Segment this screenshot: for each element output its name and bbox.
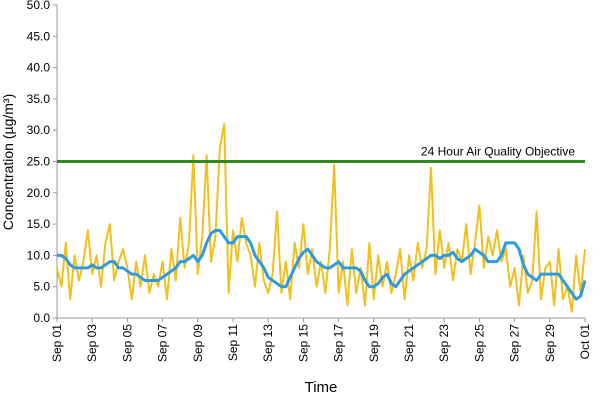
y-tick-label: 45.0 bbox=[27, 29, 51, 43]
x-tick-label: Sep 29 bbox=[543, 324, 557, 362]
y-tick-label: 40.0 bbox=[27, 61, 51, 75]
x-tick-label: Sep 13 bbox=[261, 324, 275, 362]
x-tick-label: Sep 11 bbox=[226, 324, 240, 361]
x-tick-label: Sep 01 bbox=[50, 324, 64, 362]
y-tick-label: 35.0 bbox=[27, 92, 51, 106]
x-tick-label: Sep 09 bbox=[191, 324, 205, 362]
y-tick-label: 10.0 bbox=[27, 248, 51, 262]
x-tick-label: Oct 01 bbox=[578, 324, 592, 360]
y-tick-label: 15.0 bbox=[27, 217, 51, 231]
x-axis-title: Time bbox=[305, 379, 338, 396]
x-tick-label: Sep 19 bbox=[367, 324, 381, 362]
y-tick-label: 5.0 bbox=[33, 280, 50, 294]
y-axis-title: Concentration (µg/m³) bbox=[0, 94, 16, 230]
x-tick-label: Sep 15 bbox=[296, 324, 310, 362]
x-tick-label: Sep 27 bbox=[508, 324, 522, 362]
reference-label: 24 Hour Air Quality Objective bbox=[421, 145, 575, 159]
y-tick-label: 20.0 bbox=[27, 186, 51, 200]
x-tick-label: Sep 07 bbox=[156, 324, 170, 362]
x-tick-label: Sep 17 bbox=[332, 324, 346, 362]
y-tick-label: 25.0 bbox=[27, 155, 51, 169]
x-tick-label: Sep 25 bbox=[472, 324, 486, 362]
series-line bbox=[57, 228, 587, 301]
y-tick-label: 30.0 bbox=[27, 123, 51, 137]
x-tick-label: Sep 21 bbox=[402, 324, 416, 362]
x-tick-label: Sep 03 bbox=[85, 324, 99, 362]
y-tick-label: 50.0 bbox=[27, 0, 51, 12]
series-line bbox=[56, 122, 586, 313]
y-tick-label: 0.0 bbox=[33, 311, 50, 325]
x-tick-label: Sep 05 bbox=[120, 324, 134, 362]
x-tick-label: Sep 23 bbox=[437, 324, 451, 362]
